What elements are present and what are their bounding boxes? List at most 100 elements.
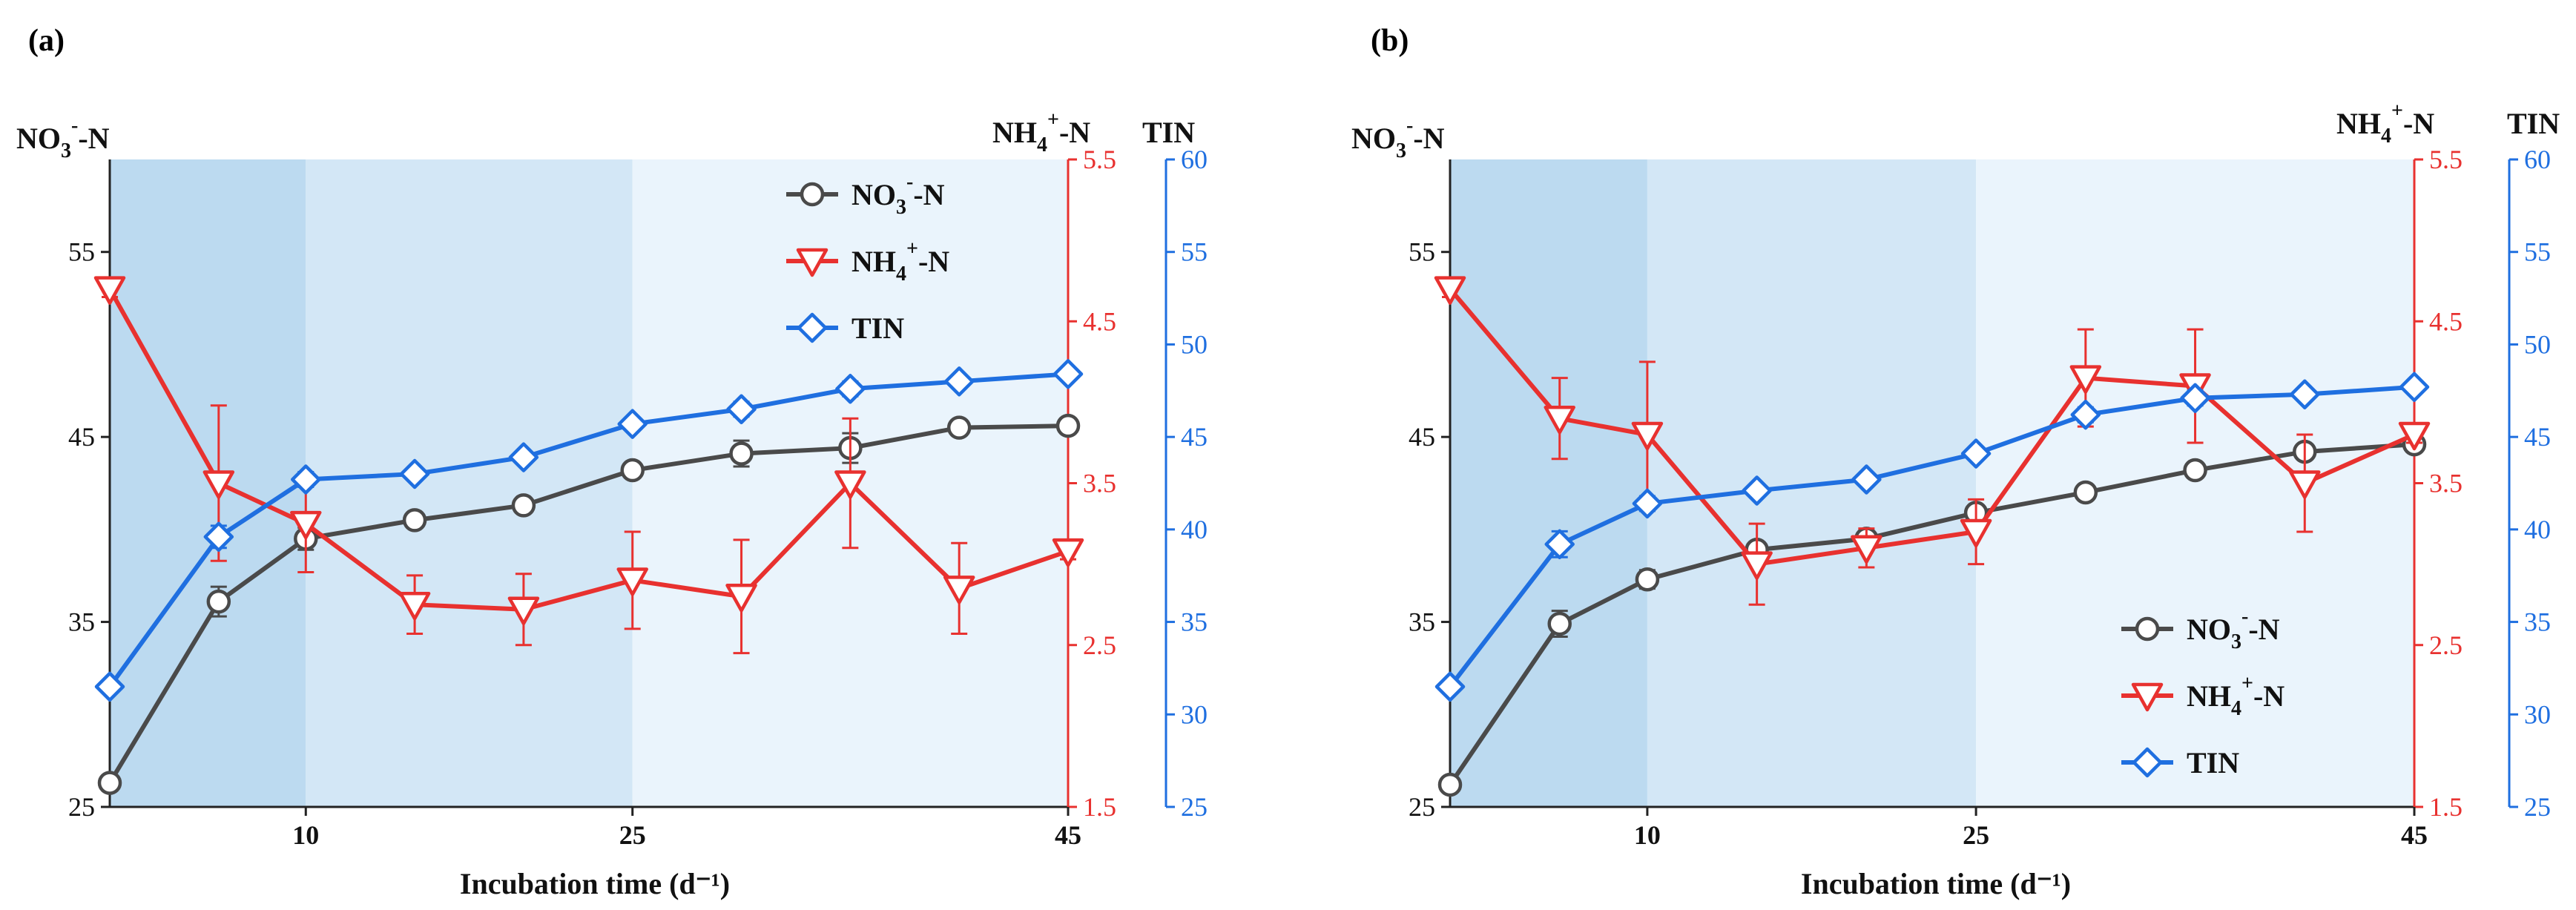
right-axis-1-tick-label: 5.5 bbox=[1083, 145, 1116, 174]
data-point bbox=[1851, 535, 1882, 564]
right-axis-2-tick-label: 40 bbox=[1181, 515, 1208, 544]
right-axis-1-tick-label: 3.5 bbox=[2429, 469, 2463, 498]
axes: 25 35 45 55 1.5 2.5 3.5 4.5 5.5 25 30 35 40 45 50 55 60 1… bbox=[1409, 145, 2551, 850]
right-axis-1-tick-label: 2.5 bbox=[2429, 630, 2463, 660]
series-triangle-down bbox=[93, 276, 1084, 655]
right-axis-1-tick-label: 5.5 bbox=[2429, 145, 2463, 174]
phase-band bbox=[306, 159, 633, 807]
data-point bbox=[617, 409, 648, 439]
left-tick-label: 35 bbox=[1409, 607, 1435, 637]
series-triangle-down bbox=[1434, 276, 2431, 606]
phase-backgrounds bbox=[1450, 159, 2414, 807]
data-point bbox=[1437, 772, 1463, 797]
left-tick-label: 45 bbox=[68, 422, 95, 452]
data-point bbox=[2183, 458, 2207, 483]
right-axis-2-tick-label: 40 bbox=[2524, 515, 2551, 544]
data-point bbox=[1635, 567, 1660, 592]
data-point bbox=[398, 591, 431, 621]
legend-label: NO3--N bbox=[2187, 605, 2280, 653]
legend-marker bbox=[2132, 747, 2163, 778]
axes: 25 35 45 55 1.5 2.5 3.5 4.5 5.5 25 30 35 40 45 50 55 60 1… bbox=[68, 145, 1208, 850]
right-axis-1-tick-label: 4.5 bbox=[2429, 306, 2463, 336]
x-tick-label: 10 bbox=[1634, 820, 1661, 850]
legend-label: NH4+-N bbox=[851, 237, 949, 286]
data-point bbox=[726, 394, 757, 424]
right-axis-2-tick-label: 50 bbox=[1181, 329, 1208, 359]
right-axis-2-title: TIN bbox=[1142, 116, 1195, 149]
left-tick-label: 35 bbox=[68, 607, 95, 637]
right-axis-1-title: NH4+-N bbox=[2336, 99, 2434, 148]
series-line bbox=[1448, 384, 2415, 688]
data-point bbox=[2073, 480, 2098, 505]
panel-a: (a) 25 35 45 55 1.5 2.5 3.5 4.5 5.5 25 30 35 40 45 50 5… bbox=[16, 24, 1208, 900]
x-tick-label: 25 bbox=[619, 820, 646, 850]
legend-marker bbox=[796, 248, 829, 277]
data-point bbox=[725, 584, 757, 613]
legend: NO3--N NH4+-N TIN bbox=[786, 171, 949, 345]
series-line bbox=[108, 288, 1069, 612]
data-series bbox=[1434, 276, 2431, 797]
panel-label: (b) bbox=[1371, 24, 1409, 58]
data-point bbox=[1960, 518, 1992, 548]
left-axis-title: NO3--N bbox=[16, 114, 110, 162]
data-point bbox=[1434, 276, 1466, 305]
data-point bbox=[399, 458, 430, 489]
series-diamond bbox=[1434, 372, 2430, 702]
data-point bbox=[1742, 475, 1772, 506]
legend-label: TIN bbox=[2187, 746, 2239, 779]
data-point bbox=[943, 576, 975, 604]
data-point bbox=[290, 510, 322, 540]
data-point bbox=[1052, 538, 1084, 567]
data-point bbox=[202, 470, 235, 499]
phase-band bbox=[1976, 159, 2414, 807]
legend-label: TIN bbox=[851, 311, 904, 345]
data-point bbox=[507, 596, 540, 625]
data-point bbox=[2070, 399, 2101, 430]
phase-band bbox=[1450, 159, 1647, 807]
left-tick-label: 25 bbox=[1409, 792, 1435, 822]
right-axis-2-tick-label: 25 bbox=[2524, 792, 2551, 822]
data-point bbox=[206, 589, 231, 614]
legend-marker bbox=[2131, 682, 2164, 712]
data-point bbox=[93, 276, 126, 305]
data-point bbox=[1434, 671, 1466, 702]
legend: NO3--N NH4+-N TIN bbox=[2121, 605, 2285, 779]
data-point bbox=[1053, 359, 1084, 389]
data-point bbox=[402, 508, 427, 533]
series-circle bbox=[97, 413, 1081, 795]
right-axis-2-tick-label: 45 bbox=[2524, 422, 2551, 452]
data-point bbox=[1055, 413, 1081, 438]
right-axis-2-tick-label: 35 bbox=[1181, 607, 1208, 637]
right-axis-1-tick-label: 1.5 bbox=[2429, 792, 2463, 822]
right-axis-1-title: NH4+-N bbox=[992, 108, 1090, 156]
left-tick-label: 45 bbox=[1409, 422, 1435, 452]
panel-b: (b) 25 35 45 55 1.5 2.5 3.5 4.5 5.5 25 30 35 40 45 50 5… bbox=[1351, 24, 2560, 900]
series-line bbox=[108, 372, 1069, 688]
x-tick-label: 45 bbox=[1055, 820, 1081, 850]
data-point bbox=[616, 567, 648, 596]
left-tick-label: 25 bbox=[68, 792, 95, 822]
series-line bbox=[1448, 287, 2416, 567]
x-tick-label: 10 bbox=[292, 820, 319, 850]
series-diamond bbox=[94, 359, 1084, 702]
series-line bbox=[1448, 442, 2415, 786]
data-point bbox=[2398, 421, 2431, 451]
right-axis-1-tick-label: 3.5 bbox=[1083, 469, 1116, 498]
data-point bbox=[2180, 383, 2210, 414]
right-axis-1-tick-label: 2.5 bbox=[1083, 630, 1116, 660]
right-axis-2-tick-label: 55 bbox=[2524, 237, 2551, 267]
data-point bbox=[511, 493, 536, 518]
x-axis-title: Incubation time (d⁻¹) bbox=[1801, 867, 2071, 900]
data-point bbox=[291, 464, 321, 495]
legend-marker bbox=[800, 182, 825, 207]
data-point bbox=[1960, 438, 1992, 469]
data-point bbox=[1544, 405, 1575, 435]
right-axis-2-title: TIN bbox=[2507, 107, 2560, 140]
data-point bbox=[834, 470, 866, 499]
series-line bbox=[108, 423, 1069, 785]
legend-marker bbox=[2135, 616, 2160, 642]
data-point bbox=[1544, 529, 1575, 560]
data-point bbox=[97, 771, 122, 795]
left-tick-label: 55 bbox=[1409, 237, 1435, 267]
